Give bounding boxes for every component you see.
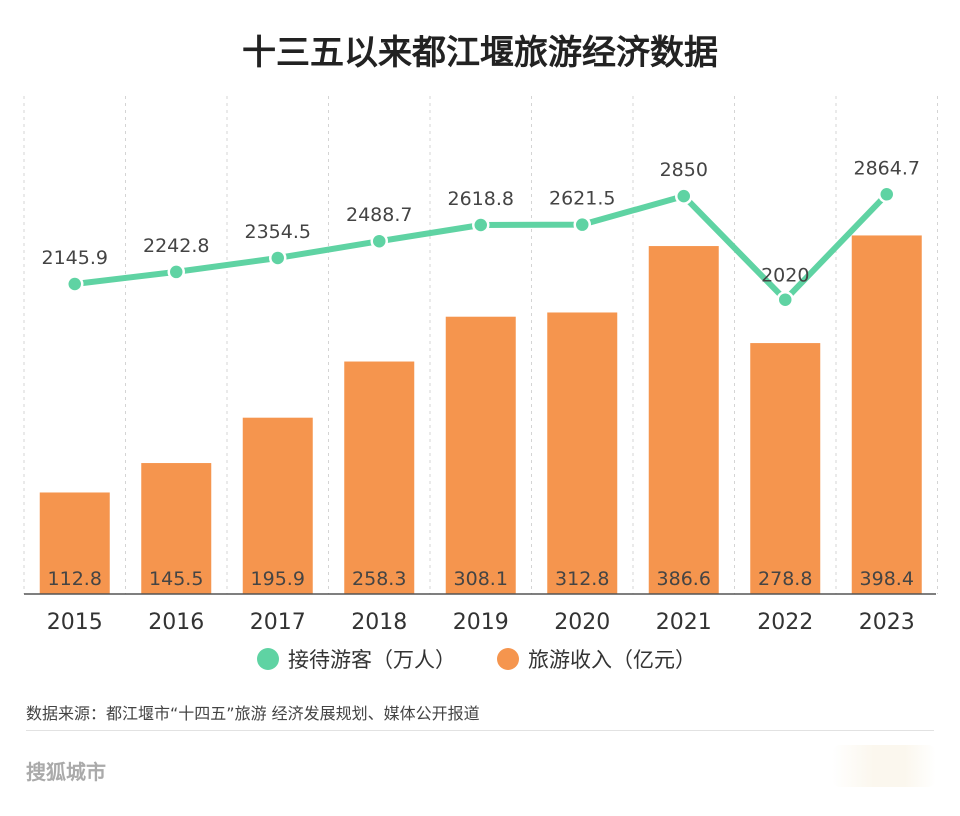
bar-value-label: 278.8: [758, 568, 812, 590]
bar-series: [39, 235, 922, 594]
bar-2022: [750, 343, 821, 594]
bar-2017: [242, 417, 313, 594]
legend-marker-revenue: [497, 648, 519, 670]
grid-lines: [23, 96, 938, 594]
x-tick-2021: 2021: [656, 610, 712, 635]
visitors-value-label: 2354.5: [245, 221, 311, 243]
legend: 接待游客（万人） 旅游收入（亿元）: [257, 648, 696, 672]
watermark: [832, 745, 936, 787]
x-tick-labels: 2015 2016 2017 2018 2019 2020 2021 2022 2023: [47, 610, 915, 635]
bar-2016: [141, 463, 212, 594]
brand-label: 搜狐城市: [26, 760, 106, 784]
bar-2021: [648, 246, 719, 594]
bar-value-label: 258.3: [352, 568, 406, 590]
divider: [26, 730, 934, 731]
x-tick-2019: 2019: [453, 610, 509, 635]
visitors-point-2016: [167, 263, 185, 281]
bar-value-label: 145.5: [149, 568, 203, 590]
visitors-value-label: 2850: [660, 159, 708, 181]
chart: 十三五以来都江堰旅游经济数据 112.8 145.5 195.9 258.3 308.1…: [23, 33, 938, 672]
x-tick-2018: 2018: [351, 610, 407, 635]
bar-2015: [39, 492, 110, 594]
bar-value-label: 312.8: [555, 568, 609, 590]
visitors-point-2021: [675, 187, 693, 205]
line-series: [66, 185, 896, 309]
visitors-point-2019: [472, 216, 490, 234]
legend-label-visitors: 接待游客（万人）: [288, 648, 456, 672]
legend-label-revenue: 旅游收入（亿元）: [528, 648, 696, 672]
x-tick-2017: 2017: [250, 610, 306, 635]
x-tick-2020: 2020: [554, 610, 610, 635]
visitors-point-2015: [66, 275, 84, 293]
visitors-point-2018: [370, 232, 388, 250]
bar-2018: [344, 361, 415, 594]
x-tick-2015: 2015: [47, 610, 103, 635]
visitors-point-2020: [573, 215, 591, 234]
line-labels: 2145.9 2242.8 2354.5 2488.7 2618.8 2621.5 2850…: [42, 157, 920, 286]
bar-value-label: 398.4: [860, 568, 914, 590]
x-tick-2022: 2022: [757, 610, 813, 635]
visitors-point-2023: [878, 185, 896, 204]
bar-2023: [851, 235, 922, 594]
x-tick-2016: 2016: [148, 610, 204, 635]
visitors-value-label: 2020: [761, 265, 809, 287]
bar-value-label: 308.1: [454, 568, 508, 590]
x-tick-2023: 2023: [859, 610, 915, 635]
legend-marker-visitors: [257, 648, 279, 670]
visitors-value-label: 2864.7: [854, 157, 920, 179]
visitors-value-label: 2145.9: [42, 247, 108, 269]
bar-2019: [445, 316, 516, 594]
visitors-point-2022: [776, 290, 794, 309]
chart-title: 十三五以来都江堰旅游经济数据: [242, 33, 718, 73]
bar-value-label: 386.6: [657, 568, 711, 590]
visitors-value-label: 2618.8: [448, 188, 514, 210]
visitors-value-label: 2242.8: [143, 235, 209, 257]
bar-value-label: 195.9: [251, 568, 305, 590]
source-note: 数据来源：都江堰市“十四五”旅游 经济发展规划、媒体公开报道: [26, 704, 480, 723]
bar-value-label: 112.8: [48, 568, 102, 590]
visitors-value-label: 2488.7: [346, 204, 412, 226]
visitors-value-label: 2621.5: [549, 188, 615, 210]
bar-labels: 112.8 145.5 195.9 258.3 308.1 312.8 386.6 278.8…: [48, 568, 914, 590]
visitors-point-2017: [269, 249, 287, 267]
bar-2020: [547, 312, 618, 594]
